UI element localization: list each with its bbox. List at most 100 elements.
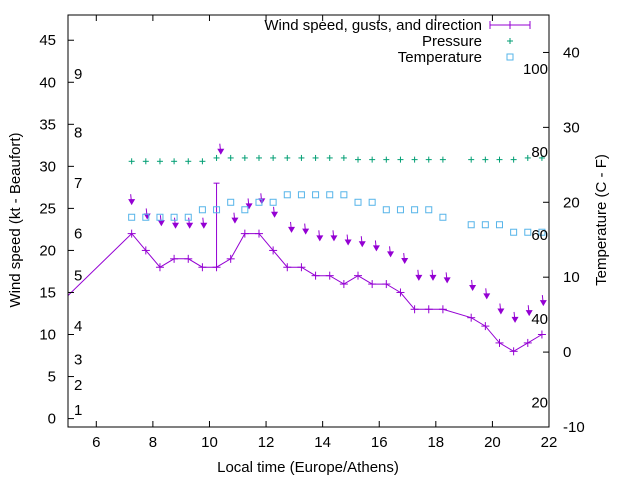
wind-direction-arrow xyxy=(288,221,296,233)
temperature-point xyxy=(213,206,221,214)
wind-direction-arrow xyxy=(469,279,477,291)
wind-direction-arrow xyxy=(302,223,310,235)
y-tick-label: 25 xyxy=(39,200,56,217)
y-tick-label: 35 xyxy=(39,116,56,133)
arrow-head xyxy=(401,258,409,265)
temperature-point xyxy=(382,206,390,214)
pressure-point xyxy=(397,156,404,163)
temperature-point xyxy=(396,206,404,214)
fahrenheit-label: 60 xyxy=(531,227,548,244)
y-tick-label: 30 xyxy=(39,158,56,175)
temperature-point xyxy=(227,198,235,206)
wind-speed-point xyxy=(467,313,476,322)
y-tick-label: 10 xyxy=(39,327,56,344)
wind-direction-arrow xyxy=(372,240,380,252)
arrow-head xyxy=(200,222,208,229)
beaufort-label: 1 xyxy=(74,402,82,419)
wind-speed-point xyxy=(354,271,363,280)
legend-temperature-marker xyxy=(506,53,514,61)
wind-speed-point xyxy=(297,263,306,272)
x-tick-label: 22 xyxy=(541,434,558,451)
arrow-head xyxy=(525,310,533,317)
temperature-point xyxy=(142,213,150,221)
y2-axis-label: Temperature (C - F) xyxy=(593,154,610,286)
arrow-head xyxy=(128,199,136,206)
beaufort-label: 8 xyxy=(74,125,82,142)
pressure-point xyxy=(425,156,432,163)
temperature-point xyxy=(495,221,503,229)
arrow-head xyxy=(539,300,547,307)
y-tick-label: 40 xyxy=(39,74,56,91)
pressure-point xyxy=(439,156,446,163)
wind-speed-point xyxy=(184,254,193,263)
pressure-point xyxy=(326,154,333,161)
pressure-point xyxy=(496,156,503,163)
y2-tick-label: 20 xyxy=(563,194,580,211)
temperature-point xyxy=(467,221,475,229)
pressure-point xyxy=(270,154,277,161)
wind-speed-point xyxy=(537,330,546,339)
wind-direction-arrow xyxy=(539,295,547,307)
arrow-head xyxy=(302,228,310,235)
temperature-point xyxy=(156,213,164,221)
arrow-head xyxy=(245,203,253,210)
pressure-point xyxy=(538,154,545,161)
arrow-head xyxy=(497,308,505,315)
temperature-point xyxy=(283,191,291,199)
wind-speed-point xyxy=(141,246,150,255)
wind-direction-arrow xyxy=(358,236,366,248)
pressure-point xyxy=(468,156,475,163)
wind-direction-arrow xyxy=(217,143,225,155)
wind-speed-point xyxy=(269,246,278,255)
arrow-head xyxy=(271,211,279,218)
wind-speed-point xyxy=(509,347,518,356)
wind-speed-point xyxy=(240,229,249,238)
wind-speed-point xyxy=(495,338,504,347)
wind-direction-arrow xyxy=(344,234,352,246)
wind-speed-point xyxy=(481,322,490,331)
y2-tick-label: -10 xyxy=(563,419,585,436)
y2-tick-label: 40 xyxy=(563,44,580,61)
temperature-point xyxy=(524,228,532,236)
y-tick-label: 15 xyxy=(39,284,56,301)
axes-layer: 6 8 10 12 14 16 18 20 22051015202530354045-10010… xyxy=(39,14,585,451)
pressure-point xyxy=(369,156,376,163)
x-tick-label: 20 xyxy=(484,434,501,451)
temperature-point xyxy=(170,213,178,221)
pressure-point xyxy=(156,158,163,165)
beaufort-label: 7 xyxy=(74,175,82,192)
wind-direction-arrow xyxy=(186,217,194,229)
plot-frame xyxy=(67,14,550,428)
wind-direction-arrow xyxy=(429,269,437,281)
fahrenheit-label: 80 xyxy=(531,144,548,161)
y-tick-label: 0 xyxy=(48,411,56,428)
arrow-head xyxy=(172,222,180,229)
wind-speed-point xyxy=(382,280,391,289)
pressure-point xyxy=(298,154,305,161)
arrow-head xyxy=(330,235,338,242)
wind-speed-point xyxy=(325,271,334,280)
legend-pressure-marker xyxy=(507,38,513,44)
wind-speed-point xyxy=(396,288,405,297)
wind-speed-point xyxy=(254,229,263,238)
y-tick-label: 20 xyxy=(39,242,56,259)
temperature-point xyxy=(481,221,489,229)
legend-wind-marker xyxy=(506,21,514,29)
pressure-point xyxy=(227,154,234,161)
temperature-point xyxy=(510,228,518,236)
pressure-point xyxy=(340,154,347,161)
pressure-point xyxy=(411,156,418,163)
wind-speed-point xyxy=(155,263,164,272)
wind-direction-arrow xyxy=(172,217,180,229)
arrow-head xyxy=(231,217,239,224)
wind-speed-point xyxy=(226,254,235,263)
temperature-point xyxy=(326,191,334,199)
temperature-point xyxy=(439,213,447,221)
pressure-point xyxy=(199,158,206,165)
pressure-point xyxy=(510,156,517,163)
wind-speed-point xyxy=(198,263,207,272)
temperature-point xyxy=(340,191,348,199)
y-axis-label: Wind speed (kt - Beaufort) xyxy=(7,132,24,307)
wind-direction-arrow xyxy=(330,230,338,242)
